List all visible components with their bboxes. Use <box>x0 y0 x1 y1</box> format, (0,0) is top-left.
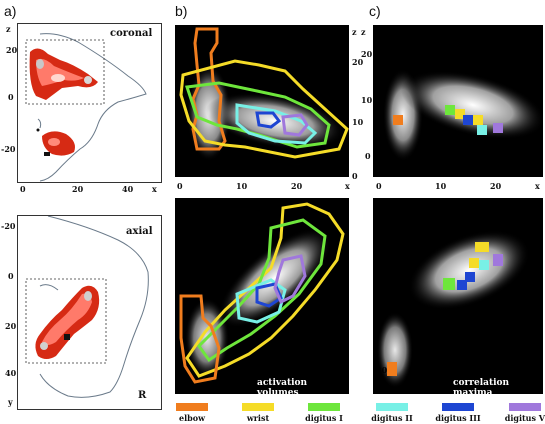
c-top-xlabel-x: x <box>535 181 540 191</box>
panel-label-b: b) <box>175 3 188 19</box>
a-top-ytick-20: 20 <box>6 45 18 55</box>
legend-label-elbow: elbow <box>179 413 205 423</box>
a-top-xlabel-x: x <box>152 184 157 194</box>
axial-brain-outline <box>25 216 149 398</box>
c-top-ylabel-z: z <box>361 27 366 37</box>
right-hemisphere-marker: R <box>138 390 147 401</box>
b-top-xlabel-x: x <box>345 181 350 191</box>
correlation-maxima-coronal-image <box>373 25 543 177</box>
legend-label-digitus-i: digitus I <box>305 413 343 423</box>
legend-swatch-elbow <box>176 403 208 411</box>
c-bot-ytick-30: 30 <box>376 365 388 375</box>
coronal-outline-panel: coronal <box>17 23 162 183</box>
legend-label-digitus-v: digitus V <box>504 413 545 423</box>
panel-label-a: a) <box>4 3 17 19</box>
view-label-axial: axial <box>126 226 153 237</box>
coronal-brain-outline <box>25 33 147 182</box>
coronal-correlation-map <box>383 69 543 161</box>
a-bot-ytick-neg20: -20 <box>1 221 16 231</box>
legend-label-digitus-iii: digitus III <box>435 413 481 423</box>
view-label-coronal: coronal <box>110 28 153 39</box>
a-bot-ylabel-y: y <box>8 397 13 407</box>
legend-label-digitus-ii: digitus II <box>371 413 413 423</box>
activation-volumes-coronal-image <box>175 25 349 177</box>
c-bot-ylabel-y: y <box>378 382 383 392</box>
legend-swatch-digitus-i <box>308 403 340 411</box>
c-top-xtick-0: 0 <box>376 181 382 191</box>
b-top-xtick-0: 0 <box>177 181 183 191</box>
legend-swatch-digitus-ii <box>376 403 408 411</box>
c-top-ytick-20: 20 <box>361 49 373 59</box>
b-top-xtick-20: 20 <box>291 181 303 191</box>
c-top-ytick-10: 10 <box>361 95 373 105</box>
b-top-ylabel-z: z <box>352 27 357 37</box>
caption-correlation-maxima: correlation maxima <box>453 378 510 394</box>
b-top-ytick-10: 10 <box>352 117 364 127</box>
correlation-maxima-axial-image: correlation maxima <box>373 198 543 394</box>
legend-swatch-digitus-iii <box>442 403 474 411</box>
a-top-xtick-20: 20 <box>72 184 84 194</box>
activation-volumes-axial-image: activation volumes <box>175 198 349 394</box>
legend-swatch-digitus-v <box>509 403 541 411</box>
a-top-xtick-40: 40 <box>122 184 134 194</box>
coronal-activation-map <box>179 27 349 161</box>
caption-activation-volumes: activation volumes <box>257 378 308 394</box>
c-bot-ytick-20: 20 <box>376 307 388 317</box>
axial-activation-map <box>179 202 345 384</box>
c-top-ytick-0: 0 <box>365 151 371 161</box>
a-bot-ytick-40: 40 <box>5 368 17 378</box>
a-top-xtick-0: 0 <box>20 184 26 194</box>
legend-label-wrist: wrist <box>246 413 270 423</box>
b-top-ytick-20: 20 <box>352 57 364 67</box>
axial-outline-panel: axial R <box>17 215 162 410</box>
c-top-xtick-20: 20 <box>490 181 502 191</box>
a-top-ytick-neg20: -20 <box>1 144 16 154</box>
b-top-ytick-0: 0 <box>352 171 358 181</box>
legend-swatch-wrist <box>242 403 274 411</box>
c-top-xtick-10: 10 <box>435 181 447 191</box>
panel-label-c: c) <box>369 3 381 19</box>
axial-correlation-map <box>377 230 530 388</box>
c-bot-ytick-10: 10 <box>376 239 388 249</box>
a-top-ylabel-z: z <box>6 24 11 34</box>
a-top-ytick-0: 0 <box>8 92 14 102</box>
b-top-xtick-10: 10 <box>236 181 248 191</box>
a-bot-ytick-0: 0 <box>8 271 14 281</box>
a-bot-ytick-20: 20 <box>5 321 17 331</box>
